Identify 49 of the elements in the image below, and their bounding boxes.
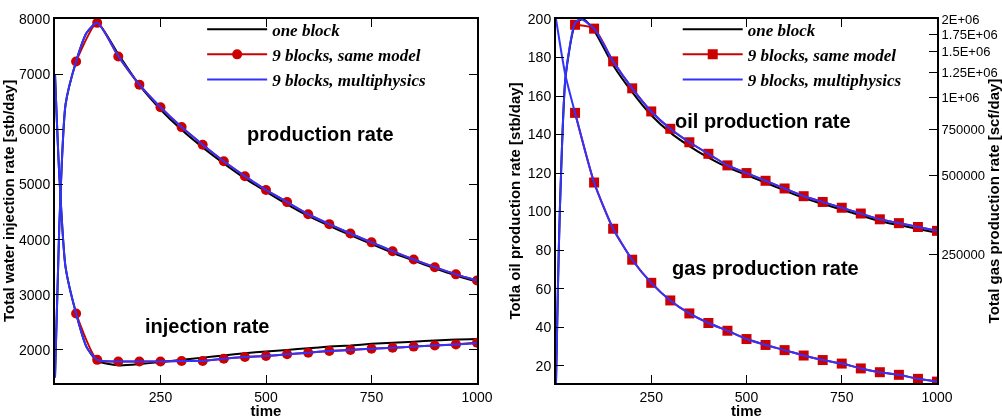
y-tick-label: 8000	[19, 10, 51, 27]
line-series	[55, 21, 477, 379]
x-tick-label: 1000	[921, 388, 953, 405]
y2-tick-label: 1.75E+06	[941, 26, 998, 42]
y2-tick-label: 1.5E+06	[941, 44, 991, 60]
annotation: gas production rate	[672, 257, 859, 279]
y2-axis-title: Total gas production rate [scf/day]	[985, 78, 1002, 324]
y-tick-label: 6000	[19, 121, 51, 138]
y2-tick-label: 1.25E+06	[941, 64, 998, 80]
y-tick-label: 80	[535, 242, 552, 259]
legend-label: 9 blocks, multiphysics	[747, 71, 902, 91]
y-tick-label: 5000	[19, 176, 51, 193]
x-axis-title: time	[731, 402, 762, 419]
annotation: oil production rate	[675, 110, 851, 132]
y-tick-label: 200	[527, 10, 552, 27]
x-tick-label: 500	[734, 388, 759, 405]
x-axis-title: time	[250, 402, 282, 419]
y-tick-label: 3000	[19, 286, 51, 303]
y2-tick-label: 250000	[941, 246, 985, 262]
annotation: production rate	[247, 123, 394, 145]
legend-label: 9 blocks, multiphysics	[272, 71, 427, 91]
y2-tick-label: 2E+06	[941, 11, 980, 27]
y-tick-label: 4000	[19, 231, 51, 248]
y-tick-label: 160	[527, 87, 552, 104]
x-tick-label: 500	[254, 388, 278, 405]
legend-label: 9 blocks, same model	[272, 46, 421, 65]
y-tick-label: 180	[527, 49, 552, 66]
y-tick-label: 7000	[19, 66, 51, 83]
y2-tick-label: 500000	[941, 168, 985, 184]
y-tick-label: 120	[527, 164, 552, 181]
y-tick-label: 40	[535, 319, 552, 336]
y-tick-label: 2000	[19, 341, 51, 358]
y2-tick-label: 750000	[941, 122, 985, 138]
x-tick-label: 1000	[461, 388, 493, 405]
x-tick-label: 250	[148, 388, 173, 405]
y-axis-title: Totla oil production rate [stb/day]	[505, 82, 523, 320]
legend-label: one block	[272, 20, 341, 40]
y-tick-label: 100	[527, 203, 552, 220]
y-tick-label: 60	[535, 280, 552, 297]
annotation: injection rate	[145, 315, 270, 337]
y-tick-label: 140	[527, 126, 552, 143]
x-tick-label: 750	[830, 388, 854, 405]
y-tick-label: 20	[535, 357, 552, 374]
legend-label: one block	[747, 20, 816, 40]
y-axis-title: Total water injection rate [stb/day]	[0, 79, 17, 323]
x-tick-label: 250	[639, 388, 664, 405]
legend-label: 9 blocks, same model	[747, 46, 897, 65]
x-tick-label: 750	[359, 388, 384, 405]
y2-tick-label: 1E+06	[941, 89, 980, 105]
